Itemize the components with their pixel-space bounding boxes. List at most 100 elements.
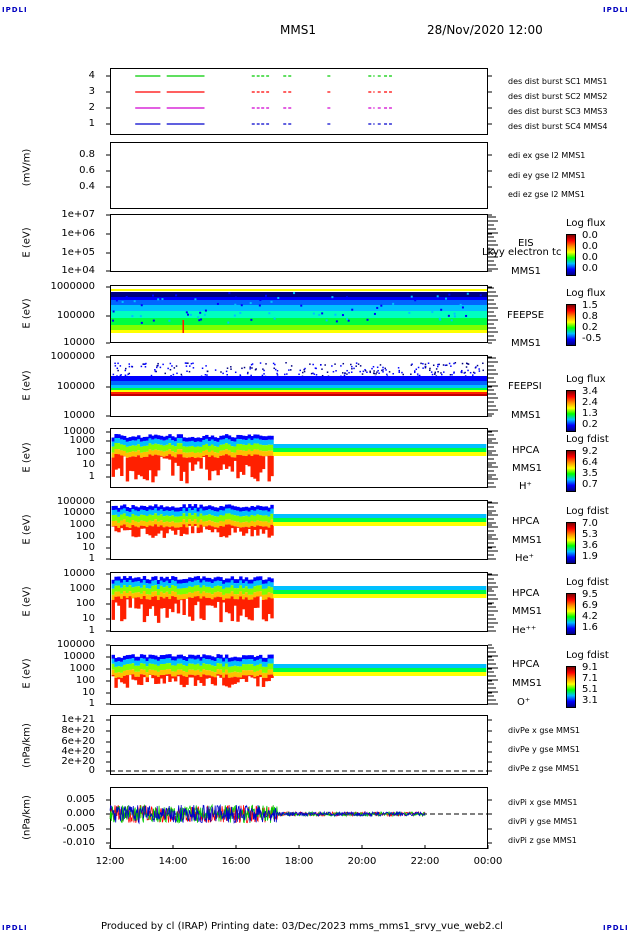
hpca-hepp-c2-18.26 (307, 594, 311, 598)
hpca-hepp-b2-14.93 (202, 585, 206, 592)
ytick-eis-1: 1e+06 (61, 228, 95, 239)
hpca-hepp-b1-12.14 (114, 580, 118, 586)
hpca-he-c0-21.59 (412, 514, 416, 518)
hpca-o-b3-15.38 (216, 669, 220, 675)
hpca-h-b2-14.66 (193, 446, 198, 453)
hpca-hepp-c2-23.21 (463, 594, 467, 598)
hpca-o-b4-12.50 (125, 675, 130, 688)
hpca-hepp-c1-18.71 (321, 590, 325, 594)
hpca-he-c2-23.84 (482, 522, 487, 526)
hpca-h-c0-17.36 (278, 444, 283, 448)
hpca-hepp-c1-21.59 (412, 590, 416, 594)
hpca-o-c0-19.34 (341, 664, 345, 668)
hpca-o-c1-17.81 (293, 668, 297, 672)
hpca-he-c1-21.59 (412, 518, 416, 522)
hpca-hepp-c2-23.84 (482, 594, 487, 598)
ytick-hpca_h-4: 1 (88, 471, 95, 482)
hpca-hepp-b2-16.82 (261, 588, 266, 595)
hpca-he-b3-13.49 (156, 521, 161, 527)
hpca-o-c2-18.89 (327, 672, 331, 676)
hpca-h-b4-14.57 (190, 456, 195, 471)
hpca-o-b1-12.77 (134, 660, 138, 666)
hpca-h-b1-15.11 (207, 440, 212, 446)
hpca-h-b3-15.02 (205, 449, 209, 455)
hpca-h-b2-15.02 (205, 443, 209, 450)
hpca-h-c0-22.85 (451, 444, 456, 448)
hpca-hepp-b3-16.37 (247, 594, 252, 600)
feepsi-dot-49 (157, 362, 159, 365)
hpca-he-c0-18.80 (324, 514, 328, 518)
hpca-h-c2-21.41 (406, 452, 410, 456)
hpca-hepp-c0-23.30 (465, 586, 470, 590)
hpca-o-c1-18.89 (327, 668, 331, 672)
hpca-h-c0-19.43 (344, 444, 348, 448)
hpca-h-b2-16.64 (256, 443, 260, 450)
hpca-o-b4-14.03 (173, 676, 178, 682)
colorbar-value-hpca_hepp-1: 6.9 (582, 600, 598, 611)
hpca-h-b4-13.49 (156, 455, 161, 471)
hpca-o-b4-13.31 (151, 674, 155, 679)
hpca-h-b4-14.39 (185, 457, 189, 484)
feepsi-dot-221 (124, 374, 127, 377)
feepsi-dot-204 (114, 362, 116, 365)
hpca-o-b3-13.67 (162, 669, 167, 675)
hpca-h-c0-23.03 (457, 444, 461, 448)
ytick-edi-0: 0.8 (79, 149, 95, 160)
hpca-he-c1-18.35 (310, 518, 314, 522)
hpca-he-c2-22.31 (434, 522, 439, 526)
hpca-h-b2-14.03 (173, 446, 178, 453)
hpca-he-b2-12.23 (117, 516, 121, 523)
hpca-h-b0-16.55 (253, 434, 257, 439)
hpca-he-b4-16.82 (261, 526, 266, 534)
hpca-h-c1-20.60 (380, 448, 385, 452)
hpca-he-b4-16.37 (247, 527, 252, 529)
hpca-o-b4-13.67 (162, 674, 167, 684)
hpca-o-c1-20.96 (392, 668, 396, 672)
hpca-he-c0-21.23 (400, 514, 405, 518)
hpca-he-c1-19.70 (352, 518, 356, 522)
hpca-hepp-c1-20.33 (372, 590, 376, 594)
feepsi-dot-18 (464, 371, 466, 374)
hpca-o-b1-16.64 (256, 659, 260, 665)
corner-logo-bl: IPDLI (2, 924, 28, 932)
feepsi-dot-40 (290, 365, 293, 367)
feepsi-dot-179 (366, 371, 368, 374)
hpca-hepp-b0-14.12 (176, 579, 181, 584)
hpca-h-c0-20.42 (375, 444, 379, 448)
hpca-he-c2-20.69 (383, 522, 388, 526)
hpca-h-c2-19.16 (335, 452, 339, 456)
hpca-he-b3-14.57 (190, 521, 195, 527)
hpca-he-b0-16.73 (258, 506, 263, 511)
hpca-he-b3-13.22 (148, 520, 152, 526)
hpca-h-b4-15.38 (216, 457, 220, 476)
hpca-hepp-c2-20.69 (383, 594, 388, 598)
hpca-he-b2-14.48 (188, 513, 192, 520)
legend-divpe-y: divPe y gse MMS1 (508, 745, 580, 754)
hpca-o-b0-12.32 (120, 657, 124, 662)
hpca-he-b4-12.86 (137, 527, 141, 537)
hpca-hepp-c0-21.68 (414, 586, 419, 590)
hpca-o-b0-14.48 (188, 654, 192, 659)
hpca-he-c0-18.62 (318, 514, 322, 518)
hpca-h-b0-16.91 (264, 436, 269, 441)
hpca-he-b2-16.46 (250, 514, 254, 521)
hpca-hepp-b3-16.46 (250, 594, 254, 600)
hpca-h-b0-13.67 (162, 436, 167, 441)
hpca-h-b3-14.75 (196, 452, 201, 458)
feepsi-dot-229 (175, 365, 178, 367)
hpca-o-b4-15.92 (233, 676, 237, 684)
hpca-he-b2-15.29 (213, 516, 218, 523)
hpca-hepp-c0-18.98 (329, 586, 334, 590)
feepsi-dot-12 (331, 365, 333, 367)
hpca-o-b1-14.93 (202, 658, 206, 664)
hpca-o-b0-15.47 (219, 654, 223, 659)
hpca-hepp-b2-13.49 (156, 589, 161, 595)
hpca-o-b3-14.39 (185, 671, 189, 677)
hpca-o-c0-23.21 (463, 664, 467, 668)
hpca-he-c2-22.67 (446, 522, 450, 526)
hpca-he-b3-15.74 (227, 519, 232, 525)
hpca-he-c1-19.34 (341, 518, 345, 522)
hpca-hepp-b2-13.67 (162, 587, 167, 594)
feepsi-dot-222 (206, 370, 209, 373)
hpca-hepp-c2-19.16 (335, 594, 339, 598)
